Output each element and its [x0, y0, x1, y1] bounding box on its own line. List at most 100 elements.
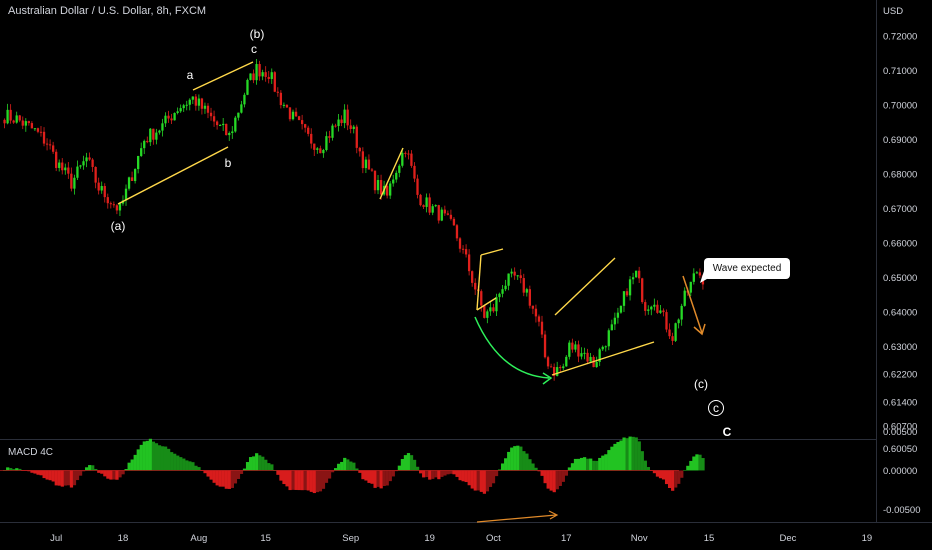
macd-bar — [309, 470, 313, 492]
candle-body — [543, 334, 547, 358]
macd-bar — [683, 470, 687, 471]
macd-bar — [100, 470, 104, 474]
macd-bar — [677, 470, 681, 484]
wave-label: c — [251, 42, 257, 56]
macd-bar — [30, 470, 34, 473]
candle-body — [55, 151, 58, 168]
macd-bar — [145, 440, 149, 471]
macd-bar — [409, 455, 414, 471]
macd-bar — [400, 458, 405, 471]
candle-body — [100, 186, 103, 191]
macd-bar — [619, 440, 623, 471]
candle-body — [674, 323, 677, 341]
macd-bar — [440, 470, 444, 477]
candle-body — [638, 270, 641, 279]
candle-body — [516, 275, 519, 277]
candle-body — [671, 336, 674, 341]
macd-bar — [464, 470, 468, 483]
macd-bar — [488, 470, 493, 487]
candle-body — [70, 173, 73, 189]
candle-body — [21, 120, 24, 126]
macd-bar — [458, 470, 462, 481]
macd-bar — [81, 470, 86, 472]
macd-bar — [294, 470, 298, 490]
candle-body — [209, 112, 213, 117]
macd-bar — [57, 470, 61, 486]
macd-bar — [695, 454, 699, 471]
macd-bar — [170, 452, 174, 471]
annotations-layer: (a)ab(b)c(c)cC — [111, 27, 732, 523]
candle-body — [234, 117, 237, 132]
macd-bar — [63, 470, 68, 486]
macd-bar — [124, 469, 128, 471]
macd-bar — [431, 470, 435, 479]
candle-body — [27, 121, 30, 124]
macd-bar — [601, 455, 605, 471]
macd-bar — [224, 470, 228, 489]
macd-bar — [425, 470, 429, 478]
candle-body — [680, 305, 683, 320]
macd-bar — [604, 454, 608, 471]
macd-bar — [680, 470, 684, 478]
macd-bar — [640, 451, 644, 471]
macd-bar — [239, 470, 244, 474]
macd-bar — [48, 470, 52, 481]
macd-bar — [470, 470, 474, 489]
macd-bar — [255, 453, 259, 471]
wave-label: b — [225, 156, 232, 170]
candle-body — [631, 277, 635, 280]
macd-bar — [549, 470, 553, 491]
macd-bar — [315, 470, 320, 493]
candle-body — [385, 185, 389, 196]
macd-bar — [94, 468, 98, 471]
price-tick: 0.63000 — [883, 342, 917, 353]
macd-bar — [671, 470, 675, 491]
macd-bar — [370, 470, 374, 484]
candle-body — [267, 76, 270, 79]
macd-bar — [327, 470, 332, 479]
macd-bar — [276, 470, 280, 475]
candle-body — [480, 291, 483, 306]
macd-bar — [112, 470, 116, 480]
candle-body — [39, 131, 43, 133]
macd-bar — [167, 448, 171, 471]
candle-body — [653, 304, 656, 307]
macd-bar — [176, 455, 180, 471]
candle-body — [622, 291, 626, 306]
candle-body — [252, 73, 255, 81]
candle-body — [212, 116, 216, 122]
wave-label: (b) — [250, 27, 265, 41]
candle-body — [376, 180, 380, 191]
candle-body — [571, 342, 574, 350]
macd-bar — [148, 438, 153, 471]
macd-bar — [191, 462, 195, 471]
macd-bar — [661, 470, 666, 480]
candle-body — [346, 109, 349, 126]
macd-tick: 0.00000 — [883, 466, 917, 477]
macd-bar — [652, 470, 657, 474]
macd-divergence-arrow — [476, 514, 557, 523]
wave-label: (a) — [111, 219, 126, 233]
macd-bar — [367, 470, 371, 483]
macd-bar — [297, 470, 301, 491]
candle-body — [522, 278, 525, 293]
macd-indicator-title[interactable]: MACD 4C — [8, 447, 54, 458]
macd-bar — [54, 470, 58, 486]
candle-body — [167, 115, 170, 119]
macd-bar — [206, 470, 210, 477]
macd-bar — [318, 470, 323, 492]
candle-body — [504, 285, 507, 290]
macd-bar — [60, 470, 64, 487]
candle-body — [118, 203, 122, 211]
candle-body — [389, 183, 392, 196]
macd-bar — [115, 470, 119, 480]
macd-bar — [340, 461, 344, 471]
macd-bar — [233, 470, 238, 484]
candle-body — [519, 275, 522, 279]
macd-bar — [592, 460, 596, 471]
macd-bar — [546, 470, 550, 489]
macd-bar — [419, 470, 423, 474]
candle-body — [510, 271, 513, 274]
macd-bar — [586, 458, 590, 471]
